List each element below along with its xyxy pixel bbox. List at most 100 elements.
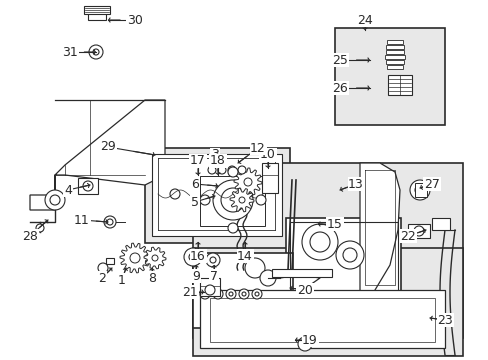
Circle shape [50, 195, 60, 205]
Bar [209, 298, 434, 342]
Circle shape [83, 181, 93, 191]
Circle shape [93, 49, 99, 55]
Text: 18: 18 [210, 154, 225, 167]
Circle shape [207, 166, 216, 174]
Text: 3: 3 [211, 148, 219, 162]
Circle shape [209, 257, 216, 263]
Circle shape [335, 241, 363, 269]
Text: 11: 11 [74, 213, 90, 226]
Bar [407, 224, 429, 238]
Circle shape [213, 289, 223, 299]
Text: 12: 12 [250, 141, 265, 154]
Circle shape [204, 285, 215, 295]
Circle shape [342, 248, 356, 262]
Circle shape [251, 289, 262, 299]
Polygon shape [234, 168, 262, 196]
Circle shape [227, 166, 236, 174]
Text: 26: 26 [331, 81, 347, 94]
Text: 28: 28 [22, 230, 38, 243]
Circle shape [413, 226, 423, 236]
Bar [152, 154, 282, 236]
Circle shape [239, 289, 248, 299]
Circle shape [183, 248, 202, 266]
Text: 15: 15 [326, 217, 342, 230]
Bar [106, 258, 114, 264]
Circle shape [107, 219, 113, 225]
Circle shape [221, 188, 244, 212]
Circle shape [227, 167, 238, 177]
Circle shape [297, 337, 311, 351]
Text: 17: 17 [190, 154, 205, 167]
Bar [334, 28, 444, 125]
Circle shape [45, 190, 65, 210]
Circle shape [213, 180, 252, 220]
Bar [387, 75, 411, 95]
Circle shape [227, 223, 238, 233]
Bar [431, 218, 449, 230]
Circle shape [256, 195, 265, 205]
Text: 19: 19 [302, 333, 317, 346]
Bar [271, 269, 331, 277]
Polygon shape [229, 188, 253, 212]
Circle shape [414, 185, 424, 195]
Circle shape [239, 197, 244, 203]
Polygon shape [30, 100, 164, 210]
Text: 8: 8 [148, 271, 156, 284]
Bar [289, 222, 397, 304]
Text: 25: 25 [331, 54, 347, 67]
Circle shape [216, 292, 220, 296]
Bar [200, 176, 264, 226]
Circle shape [309, 232, 329, 252]
Bar [385, 55, 404, 59]
Text: 23: 23 [436, 314, 452, 327]
Circle shape [228, 292, 232, 296]
Circle shape [244, 178, 251, 186]
Circle shape [152, 255, 158, 261]
Circle shape [242, 292, 245, 296]
Text: 31: 31 [62, 45, 78, 58]
Bar [193, 163, 462, 338]
Circle shape [89, 45, 103, 59]
Circle shape [36, 224, 44, 232]
Text: 9: 9 [192, 270, 200, 283]
Bar [145, 148, 289, 243]
Bar [386, 65, 403, 69]
Circle shape [203, 292, 206, 296]
Circle shape [302, 224, 337, 260]
Text: 5: 5 [191, 195, 199, 208]
Circle shape [98, 263, 108, 273]
Bar [262, 163, 278, 193]
Bar [386, 40, 402, 44]
Circle shape [104, 216, 116, 228]
Bar [200, 278, 220, 296]
Circle shape [170, 189, 180, 199]
Text: 4: 4 [64, 184, 72, 197]
Circle shape [225, 289, 236, 299]
Text: 22: 22 [399, 230, 415, 243]
Bar [285, 218, 400, 308]
Circle shape [189, 253, 197, 261]
Bar [385, 60, 403, 64]
Circle shape [238, 166, 245, 174]
Polygon shape [143, 247, 165, 269]
Bar [84, 6, 110, 14]
Polygon shape [120, 243, 150, 273]
Circle shape [218, 166, 225, 174]
Circle shape [200, 289, 209, 299]
Text: 10: 10 [260, 148, 275, 162]
Text: 16: 16 [190, 249, 205, 262]
Bar [385, 50, 404, 54]
Bar [414, 183, 426, 197]
Bar [193, 253, 292, 328]
Text: 24: 24 [356, 13, 372, 27]
Text: 30: 30 [127, 13, 142, 27]
Bar [78, 178, 98, 194]
Circle shape [130, 253, 140, 263]
Circle shape [409, 180, 429, 200]
Text: 20: 20 [296, 284, 312, 297]
Bar [193, 248, 462, 356]
Text: 21: 21 [182, 285, 198, 298]
Bar [88, 12, 106, 20]
Bar [386, 45, 403, 49]
Text: 14: 14 [237, 249, 252, 262]
